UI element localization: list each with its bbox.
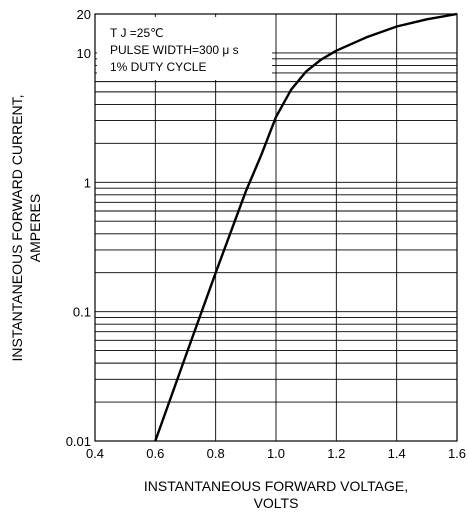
- y-axis-title-line1: INSTANTANEOUS FORWARD CURRENT,: [9, 94, 25, 361]
- y-axis-title-line2: AMPERES: [27, 194, 43, 262]
- annotation-duty-cycle: 1% DUTY CYCLE: [110, 60, 206, 74]
- x-tick-label: 0.4: [86, 446, 104, 461]
- y-tick-label: 1: [84, 175, 91, 190]
- annotation-temperature: T J =25℃: [110, 26, 164, 40]
- x-tick-label: 1.0: [267, 446, 285, 461]
- x-tick-label: 1.6: [448, 446, 466, 461]
- x-tick-label: 0.6: [146, 446, 164, 461]
- x-axis-title-line2: VOLTS: [254, 495, 299, 511]
- x-tick-label: 1.2: [327, 446, 345, 461]
- series-line: [154, 12, 458, 442]
- x-tick-label: 0.8: [207, 446, 225, 461]
- y-tick-label: 0.01: [66, 434, 91, 449]
- y-tick-label: 0.1: [73, 305, 91, 320]
- x-tick-label: 1.4: [388, 446, 406, 461]
- plot-frame: [94, 13, 458, 442]
- annotation-box: T J =25℃ PULSE WIDTH=300 μ s 1% DUTY CYC…: [97, 17, 272, 80]
- annotation-background: [97, 17, 272, 80]
- y-tick-label: 10: [77, 46, 91, 61]
- y-tick-labels: 0.01 0.1 1 10 20: [66, 7, 91, 449]
- annotation-pulse-width: PULSE WIDTH=300 μ s: [110, 43, 239, 57]
- x-tick-labels: 0.4 0.6 0.8 1.0 1.2 1.4 1.6: [86, 446, 466, 461]
- series-curves: [154, 12, 458, 442]
- y-tick-label: 20: [77, 7, 91, 22]
- x-axis-title-line1: INSTANTANEOUS FORWARD VOLTAGE,: [144, 478, 408, 494]
